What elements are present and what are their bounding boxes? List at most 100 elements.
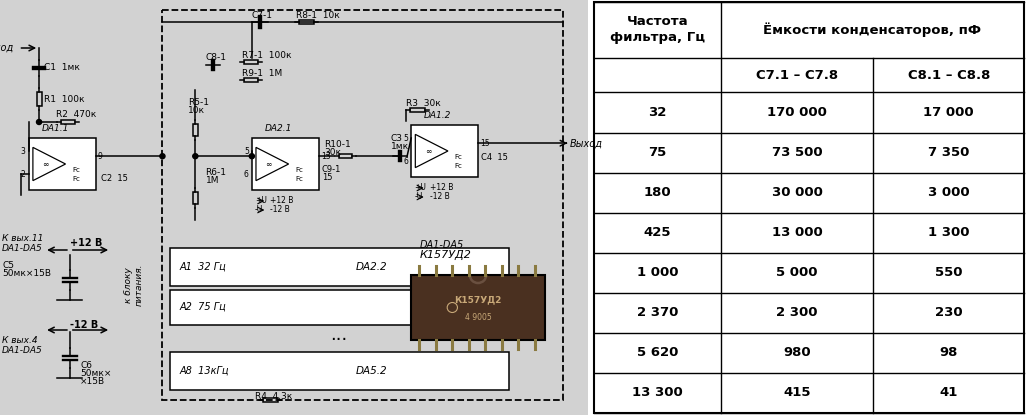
Text: Fc: Fc <box>72 176 80 181</box>
Text: +U: +U <box>414 183 427 191</box>
Text: R7-1  100к: R7-1 100к <box>242 51 291 59</box>
Circle shape <box>250 154 255 159</box>
Circle shape <box>160 154 164 159</box>
Text: 5: 5 <box>403 134 408 142</box>
Text: 13: 13 <box>321 152 330 161</box>
Text: 5: 5 <box>244 146 249 156</box>
Text: 3 000: 3 000 <box>928 186 969 199</box>
Text: Fc: Fc <box>295 176 303 181</box>
Text: DA1.1: DA1.1 <box>42 124 69 133</box>
Text: +12 В: +12 В <box>430 183 453 191</box>
Text: 5 620: 5 620 <box>637 347 678 359</box>
Text: R10-1: R10-1 <box>324 140 351 149</box>
Text: 550: 550 <box>934 266 962 279</box>
Text: ...: ... <box>331 326 347 344</box>
Circle shape <box>193 154 197 159</box>
Text: 980: 980 <box>783 347 811 359</box>
Text: 73 500: 73 500 <box>772 146 822 159</box>
Text: К157УД2: К157УД2 <box>454 295 502 304</box>
Text: 1 300: 1 300 <box>928 226 969 239</box>
Text: C3: C3 <box>391 134 403 143</box>
Text: 13 300: 13 300 <box>632 386 683 399</box>
Text: 170 000: 170 000 <box>767 106 828 119</box>
Circle shape <box>37 120 41 124</box>
Text: C4  15: C4 15 <box>481 153 508 162</box>
Text: 9: 9 <box>98 152 103 161</box>
Text: R9-1  1М: R9-1 1М <box>242 68 282 78</box>
Bar <box>193 192 197 205</box>
Text: ∞: ∞ <box>42 159 48 168</box>
Text: +12 В: +12 В <box>70 238 102 248</box>
Text: Fc: Fc <box>295 167 303 173</box>
Text: С8.1 – С8.8: С8.1 – С8.8 <box>908 68 990 81</box>
Bar <box>29 138 96 190</box>
Bar <box>410 107 425 112</box>
Text: 30к: 30к <box>324 148 341 157</box>
Text: C1  1мк: C1 1мк <box>44 63 80 73</box>
Text: R6-1: R6-1 <box>206 168 226 176</box>
Text: -12 В: -12 В <box>430 191 449 200</box>
Polygon shape <box>415 134 448 168</box>
Text: 1мк: 1мк <box>391 142 409 151</box>
Text: R4  4,3к: R4 4,3к <box>255 391 292 400</box>
Text: DA1-DA5: DA1-DA5 <box>419 240 464 250</box>
Text: C8-1: C8-1 <box>206 54 226 63</box>
Text: 6: 6 <box>244 170 249 179</box>
Text: DA1-DA5: DA1-DA5 <box>2 346 43 354</box>
Text: R8-1  10к: R8-1 10к <box>296 10 340 20</box>
Bar <box>411 125 478 177</box>
Text: Fc: Fc <box>454 154 463 160</box>
Text: 5 000: 5 000 <box>776 266 818 279</box>
Text: 2 300: 2 300 <box>776 306 818 319</box>
Text: DA2.1: DA2.1 <box>265 124 292 133</box>
Text: A2  75 Гц: A2 75 Гц <box>180 302 226 312</box>
Text: ∞: ∞ <box>265 159 271 168</box>
Bar <box>339 154 352 159</box>
Text: 13 000: 13 000 <box>772 226 822 239</box>
Text: Fc: Fc <box>454 163 463 168</box>
Text: 15: 15 <box>480 139 489 148</box>
Text: -12 В: -12 В <box>70 320 98 330</box>
Text: ×15В: ×15В <box>80 376 105 386</box>
Text: R3  30к: R3 30к <box>406 98 441 107</box>
Text: 3: 3 <box>21 146 26 156</box>
Text: 425: 425 <box>644 226 671 239</box>
Polygon shape <box>33 147 66 181</box>
Text: 50мк×15В: 50мк×15В <box>2 269 51 278</box>
Bar <box>170 290 509 325</box>
Text: 30 000: 30 000 <box>772 186 822 199</box>
Bar <box>162 10 563 400</box>
Text: 32: 32 <box>649 106 667 119</box>
Text: 1М: 1М <box>206 176 219 185</box>
Text: 98: 98 <box>940 347 958 359</box>
Text: C2  15: C2 15 <box>101 174 127 183</box>
Polygon shape <box>256 147 289 181</box>
Bar <box>170 248 509 286</box>
Text: 6: 6 <box>403 157 408 166</box>
Bar <box>263 398 278 403</box>
Text: C6: C6 <box>80 361 93 369</box>
Text: 10к: 10к <box>188 105 206 115</box>
Text: С7.1 – С7.8: С7.1 – С7.8 <box>757 68 838 81</box>
Text: 50мк×: 50мк× <box>80 369 112 378</box>
Bar <box>244 60 258 64</box>
Text: DA1.2: DA1.2 <box>425 111 451 120</box>
Text: 2 370: 2 370 <box>637 306 678 319</box>
Text: Выход: Выход <box>570 138 602 148</box>
Text: 415: 415 <box>783 386 811 399</box>
Text: R1  100к: R1 100к <box>44 95 84 103</box>
Text: C7-1: C7-1 <box>252 10 272 20</box>
Text: 2: 2 <box>21 170 26 179</box>
Text: -U: -U <box>255 205 263 213</box>
Text: Вход: Вход <box>0 43 14 53</box>
Text: C5: C5 <box>2 261 14 269</box>
Bar <box>299 20 314 24</box>
Text: +U: +U <box>255 195 267 205</box>
Text: A8  13кГц: A8 13кГц <box>180 366 229 376</box>
Text: +12 В: +12 В <box>270 195 294 205</box>
Bar <box>61 120 75 124</box>
Text: к блоку
питания.: к блоку питания. <box>124 264 143 306</box>
Text: C9-1: C9-1 <box>322 165 341 174</box>
Text: 1 000: 1 000 <box>636 266 678 279</box>
Bar <box>244 78 258 83</box>
